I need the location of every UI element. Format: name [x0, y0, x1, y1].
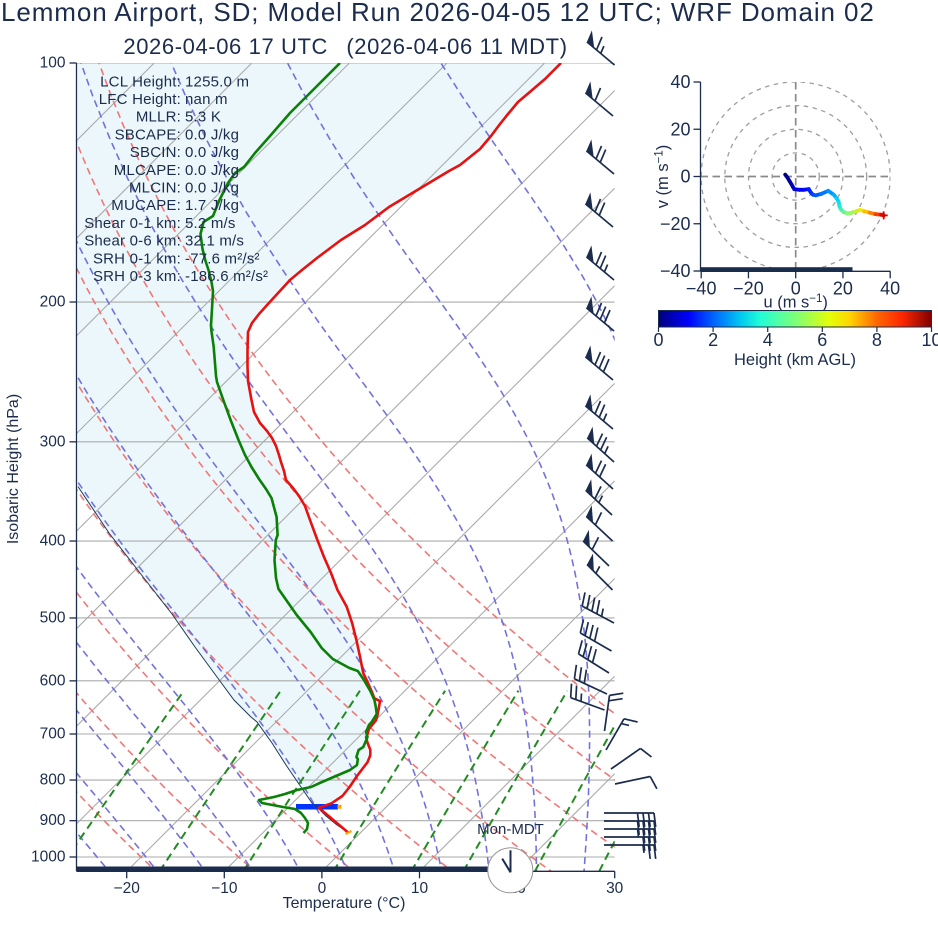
- svg-text:40: 40: [880, 278, 900, 298]
- svg-text:MLCAPE:: MLCAPE:: [114, 162, 181, 179]
- svg-text:MLLR:: MLLR:: [136, 109, 181, 126]
- svg-text:MUCAPE:: MUCAPE:: [111, 197, 181, 214]
- svg-text:0: 0: [653, 330, 663, 350]
- svg-text:5.2 m/s: 5.2 m/s: [185, 215, 236, 232]
- svg-text:-77.6 m²/s²: -77.6 m²/s²: [185, 250, 260, 267]
- svg-text:Lemmon Airport, SD; Model Run: Lemmon Airport, SD; Model Run 2026-04-05…: [1, 0, 875, 27]
- svg-text:32.1 m/s: 32.1 m/s: [185, 233, 244, 250]
- svg-text:−40: −40: [686, 278, 717, 298]
- svg-text:Temperature (°C): Temperature (°C): [283, 895, 406, 912]
- svg-text:0.0 J/kg: 0.0 J/kg: [185, 162, 239, 179]
- svg-text:500: 500: [40, 609, 66, 626]
- svg-text:1.7 J/kg: 1.7 J/kg: [185, 197, 239, 214]
- svg-text:10: 10: [921, 330, 938, 350]
- svg-text:0: 0: [791, 278, 801, 298]
- svg-text:20: 20: [670, 119, 690, 139]
- svg-text:5.3 K: 5.3 K: [185, 109, 221, 126]
- svg-text:-186.6 m²/s²: -186.6 m²/s²: [185, 268, 268, 285]
- svg-text:600: 600: [40, 672, 66, 689]
- svg-text:0.0 J/kg: 0.0 J/kg: [185, 144, 239, 161]
- svg-text:200: 200: [40, 294, 66, 311]
- svg-text:800: 800: [40, 772, 66, 789]
- svg-text:−10: −10: [211, 880, 238, 897]
- svg-text:0.0 J/kg: 0.0 J/kg: [185, 180, 239, 197]
- svg-text:Mon-MDT: Mon-MDT: [477, 821, 544, 838]
- svg-text:2026-04-06 17 UTC (2026-04-06: 2026-04-06 17 UTC (2026-04-06 11 MDT): [123, 34, 567, 59]
- svg-text:20: 20: [833, 278, 853, 298]
- svg-text:SRH 0-3 km:: SRH 0-3 km:: [93, 268, 181, 285]
- svg-text:30: 30: [606, 880, 624, 897]
- svg-text:8: 8: [872, 330, 882, 350]
- svg-text:Height (km AGL): Height (km AGL): [734, 351, 856, 369]
- svg-text:SRH 0-1 km:: SRH 0-1 km:: [93, 250, 181, 267]
- svg-text:6: 6: [817, 330, 827, 350]
- svg-text:Shear 0-6 km:: Shear 0-6 km:: [84, 233, 181, 250]
- svg-text:−40: −40: [660, 261, 691, 281]
- svg-text:0: 0: [318, 880, 327, 897]
- svg-text:700: 700: [40, 726, 66, 743]
- svg-text:−20: −20: [660, 214, 691, 234]
- svg-text:nan m: nan m: [185, 91, 228, 108]
- svg-text:300: 300: [40, 433, 66, 450]
- svg-text:0.0 J/kg: 0.0 J/kg: [185, 126, 239, 143]
- svg-text:LCL Height:: LCL Height:: [100, 73, 181, 90]
- svg-text:100: 100: [40, 55, 66, 72]
- svg-text:SBCIN:: SBCIN:: [130, 144, 181, 161]
- svg-text:Shear 0-1 km:: Shear 0-1 km:: [84, 215, 181, 232]
- svg-text:40: 40: [670, 72, 690, 92]
- svg-text:10: 10: [411, 880, 429, 897]
- svg-text:1255.0 m: 1255.0 m: [185, 73, 249, 90]
- svg-text:1000: 1000: [31, 849, 66, 866]
- svg-text:0: 0: [680, 167, 690, 187]
- svg-text:LFC Height:: LFC Height:: [99, 91, 181, 108]
- svg-text:Isobaric Height (hPa): Isobaric Height (hPa): [5, 394, 22, 544]
- svg-text:SBCAPE:: SBCAPE:: [115, 126, 181, 143]
- svg-text:MLCIN:: MLCIN:: [129, 180, 181, 197]
- svg-text:−20: −20: [733, 278, 764, 298]
- svg-text:900: 900: [40, 812, 66, 829]
- svg-text:2: 2: [708, 330, 718, 350]
- svg-text:−20: −20: [114, 880, 141, 897]
- svg-text:400: 400: [40, 533, 66, 550]
- svg-text:4: 4: [763, 330, 773, 350]
